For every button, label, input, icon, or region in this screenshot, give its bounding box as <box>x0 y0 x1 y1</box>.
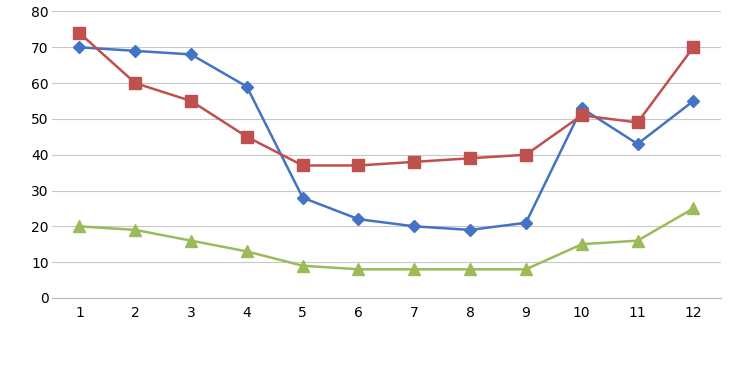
5 ylı tamamlayan <box>298 163 307 168</box>
Kanun Öncesi Faaliyete Başlayan <box>466 228 475 232</box>
Diğer <box>633 238 642 243</box>
Kanun Öncesi Faaliyete Başlayan <box>75 45 84 50</box>
Line: 5 ylı tamamlayan: 5 ylı tamamlayan <box>74 28 699 171</box>
Kanun Öncesi Faaliyete Başlayan <box>410 224 419 228</box>
5 ylı tamamlayan <box>187 99 196 103</box>
Diğer <box>131 228 140 232</box>
Kanun Öncesi Faaliyete Başlayan <box>354 217 363 222</box>
5 ylı tamamlayan <box>689 45 698 50</box>
Diğer <box>187 238 196 243</box>
5 ylı tamamlayan <box>410 160 419 164</box>
Kanun Öncesi Faaliyete Başlayan <box>242 84 251 89</box>
Kanun Öncesi Faaliyete Başlayan <box>577 106 586 110</box>
Kanun Öncesi Faaliyete Başlayan <box>187 52 196 57</box>
5 ylı tamamlayan <box>131 81 140 85</box>
Diğer <box>577 242 586 246</box>
5 ylı tamamlayan <box>466 156 475 160</box>
Diğer <box>75 224 84 228</box>
Kanun Öncesi Faaliyete Başlayan <box>633 142 642 146</box>
Diğer <box>522 267 531 272</box>
Diğer <box>242 249 251 254</box>
5 ylı tamamlayan <box>577 113 586 118</box>
Kanun Öncesi Faaliyete Başlayan <box>689 99 698 103</box>
5 ylı tamamlayan <box>354 163 363 168</box>
5 ylı tamamlayan <box>522 152 531 157</box>
5 ylı tamamlayan <box>633 120 642 125</box>
5 ylı tamamlayan <box>75 31 84 35</box>
Diğer <box>689 206 698 211</box>
Diğer <box>298 264 307 268</box>
Kanun Öncesi Faaliyete Başlayan <box>131 49 140 53</box>
Diğer <box>354 267 363 272</box>
Line: Diğer: Diğer <box>73 202 700 275</box>
5 ylı tamamlayan <box>242 134 251 139</box>
Kanun Öncesi Faaliyete Başlayan <box>298 195 307 200</box>
Line: Kanun Öncesi Faaliyete Başlayan: Kanun Öncesi Faaliyete Başlayan <box>75 43 698 234</box>
Kanun Öncesi Faaliyete Başlayan <box>522 220 531 225</box>
Diğer <box>410 267 419 272</box>
Diğer <box>466 267 475 272</box>
